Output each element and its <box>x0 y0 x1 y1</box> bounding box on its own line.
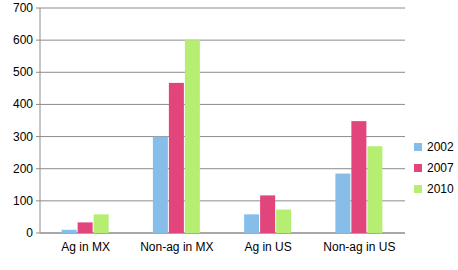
bar <box>260 195 275 233</box>
legend-swatch <box>414 185 422 193</box>
grid-line <box>40 8 405 9</box>
y-tick-label: 100 <box>13 194 33 208</box>
y-axis <box>40 8 41 233</box>
y-tick <box>36 72 40 73</box>
bar <box>62 230 77 233</box>
y-tick-label: 200 <box>13 162 33 176</box>
grid-line <box>40 72 405 73</box>
grid-line <box>40 104 405 105</box>
bar <box>153 137 168 233</box>
legend-swatch <box>414 164 422 172</box>
x-tick-label: Ag in US <box>244 240 291 254</box>
bar <box>78 222 93 233</box>
y-tick <box>36 8 40 9</box>
y-tick-label: 600 <box>13 33 33 47</box>
bar <box>185 40 200 233</box>
bar <box>244 214 259 233</box>
y-tick <box>36 233 40 234</box>
bars <box>62 40 383 233</box>
y-tick-label: 300 <box>13 130 33 144</box>
y-tick-label: 400 <box>13 97 33 111</box>
chart-svg: 0 100 200 300 400 500 600 700 Ag in MX Non-ag in … <box>0 0 458 270</box>
legend-label: 2010 <box>427 182 454 196</box>
y-tick-label: 700 <box>13 1 33 15</box>
grid-line <box>40 136 405 137</box>
y-tick <box>36 104 40 105</box>
y-tick <box>36 40 40 41</box>
bar <box>367 146 382 233</box>
x-tick-label: Non-ag in US <box>323 240 395 254</box>
chart-container: 0 100 200 300 400 500 600 700 Ag in MX Non-ag in … <box>0 0 458 270</box>
grid-line <box>40 40 405 41</box>
bar <box>276 210 291 233</box>
bar <box>169 83 184 233</box>
legend-swatch <box>414 143 422 151</box>
bar <box>94 214 109 233</box>
bar <box>351 121 366 233</box>
x-tick-label: Non-ag in MX <box>140 240 213 254</box>
y-tick-label: 0 <box>26 226 33 240</box>
y-tick <box>36 168 40 169</box>
y-tick <box>36 136 40 137</box>
bar <box>335 174 350 233</box>
x-tick-label: Ag in MX <box>61 240 110 254</box>
y-tick <box>36 200 40 201</box>
y-tick-label: 500 <box>13 65 33 79</box>
legend-label: 2002 <box>427 140 454 154</box>
legend-label: 2007 <box>427 161 454 175</box>
grid-line <box>40 168 405 169</box>
